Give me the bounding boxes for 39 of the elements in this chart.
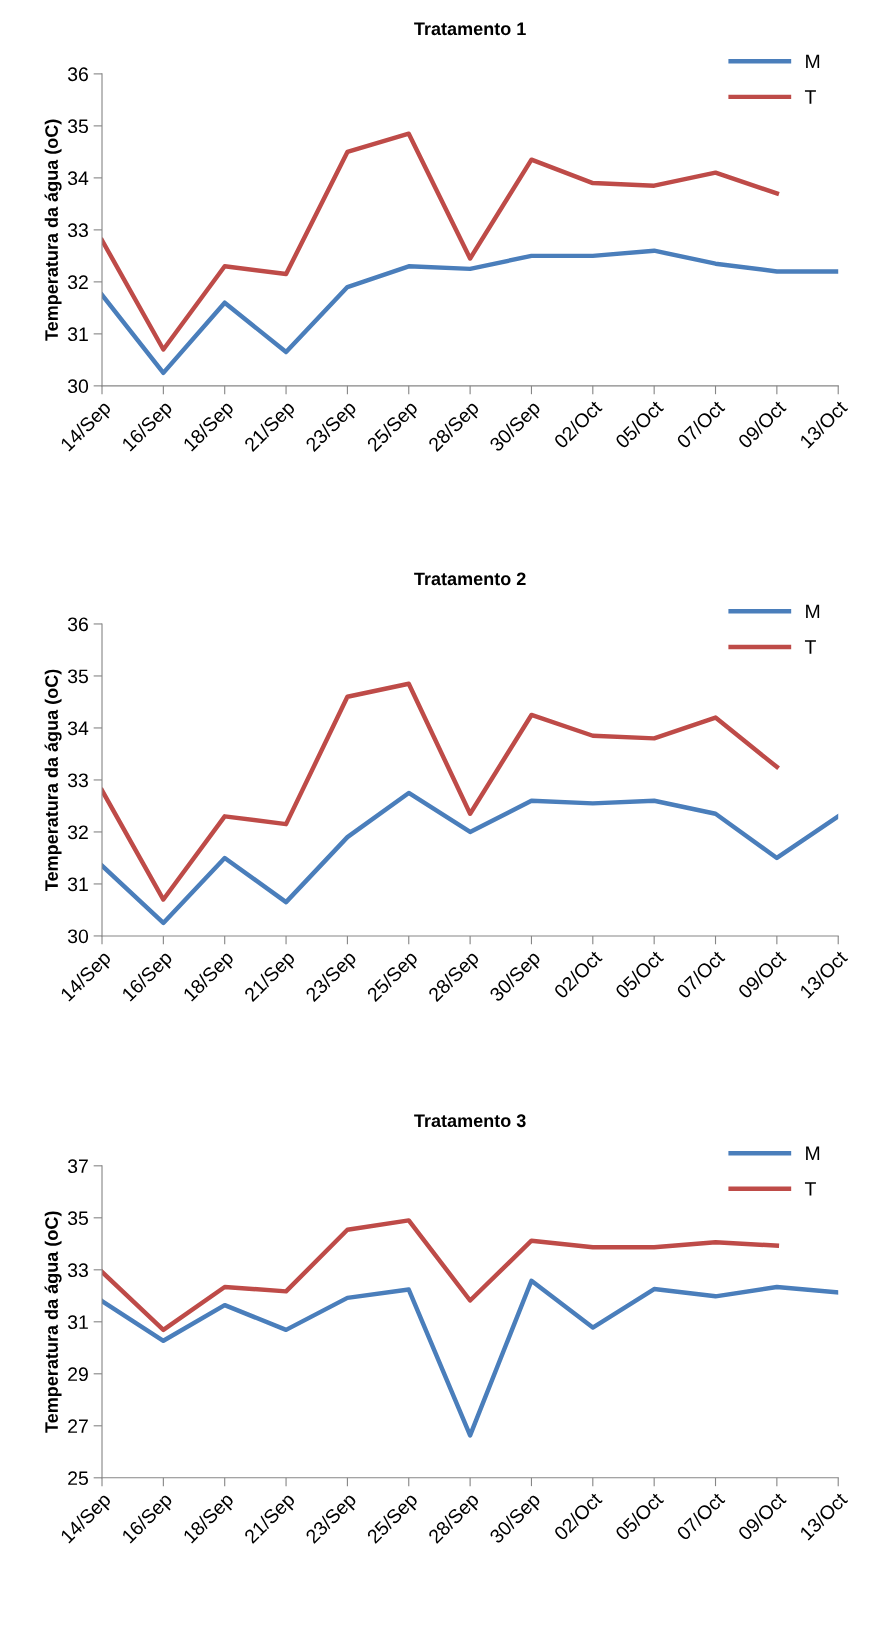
y-tick-label: 35 <box>67 1211 88 1226</box>
y-tick-label: 32 <box>67 825 88 840</box>
legend-label: M <box>806 1146 820 1160</box>
legend-label: T <box>804 640 816 654</box>
y-tick-label: 31 <box>67 327 88 342</box>
y-tick-label: 35 <box>67 669 88 684</box>
y-tick-label: 33 <box>67 1263 88 1278</box>
line-series <box>102 248 839 376</box>
legend-label: T <box>804 90 816 104</box>
y-tick-label: 29 <box>68 1367 88 1382</box>
y-tick-label: 30 <box>67 929 89 944</box>
y-tick-label: 36 <box>67 67 88 82</box>
legend-label: M <box>806 604 820 619</box>
y-tick-label: 37 <box>67 1159 88 1174</box>
y-tick-label: 31 <box>67 877 88 892</box>
line-series <box>102 1218 780 1333</box>
y-tick-label: 35 <box>67 119 88 134</box>
line-series <box>102 681 780 902</box>
y-tick-label: 36 <box>67 617 88 632</box>
line-series <box>102 131 780 352</box>
y-axis-title: Temperatura da água (oC) <box>44 119 62 341</box>
y-axis-title: Temperatura da água (oC) <box>44 669 62 891</box>
legend-label: T <box>804 1182 816 1196</box>
y-tick-label: 34 <box>67 171 89 186</box>
y-tick-label: 25 <box>68 1471 88 1486</box>
y-tick-label: 33 <box>67 223 88 238</box>
y-tick-label: 31 <box>67 1315 88 1330</box>
y-tick-label: 27 <box>68 1419 88 1433</box>
y-tick-label: 30 <box>67 379 89 394</box>
chart-title: Tratamento 2 <box>414 572 526 586</box>
chart-title: Tratamento 3 <box>414 1114 526 1128</box>
y-tick-label: 33 <box>67 773 88 788</box>
y-tick-label: 32 <box>67 275 88 290</box>
line-series <box>102 790 839 926</box>
y-tick-label: 34 <box>67 721 89 736</box>
line-series <box>102 1278 839 1438</box>
y-axis-title: Temperatura da água (oC) <box>44 1211 62 1433</box>
legend-label: M <box>806 54 820 69</box>
chart-title: Tratamento 1 <box>414 22 526 36</box>
